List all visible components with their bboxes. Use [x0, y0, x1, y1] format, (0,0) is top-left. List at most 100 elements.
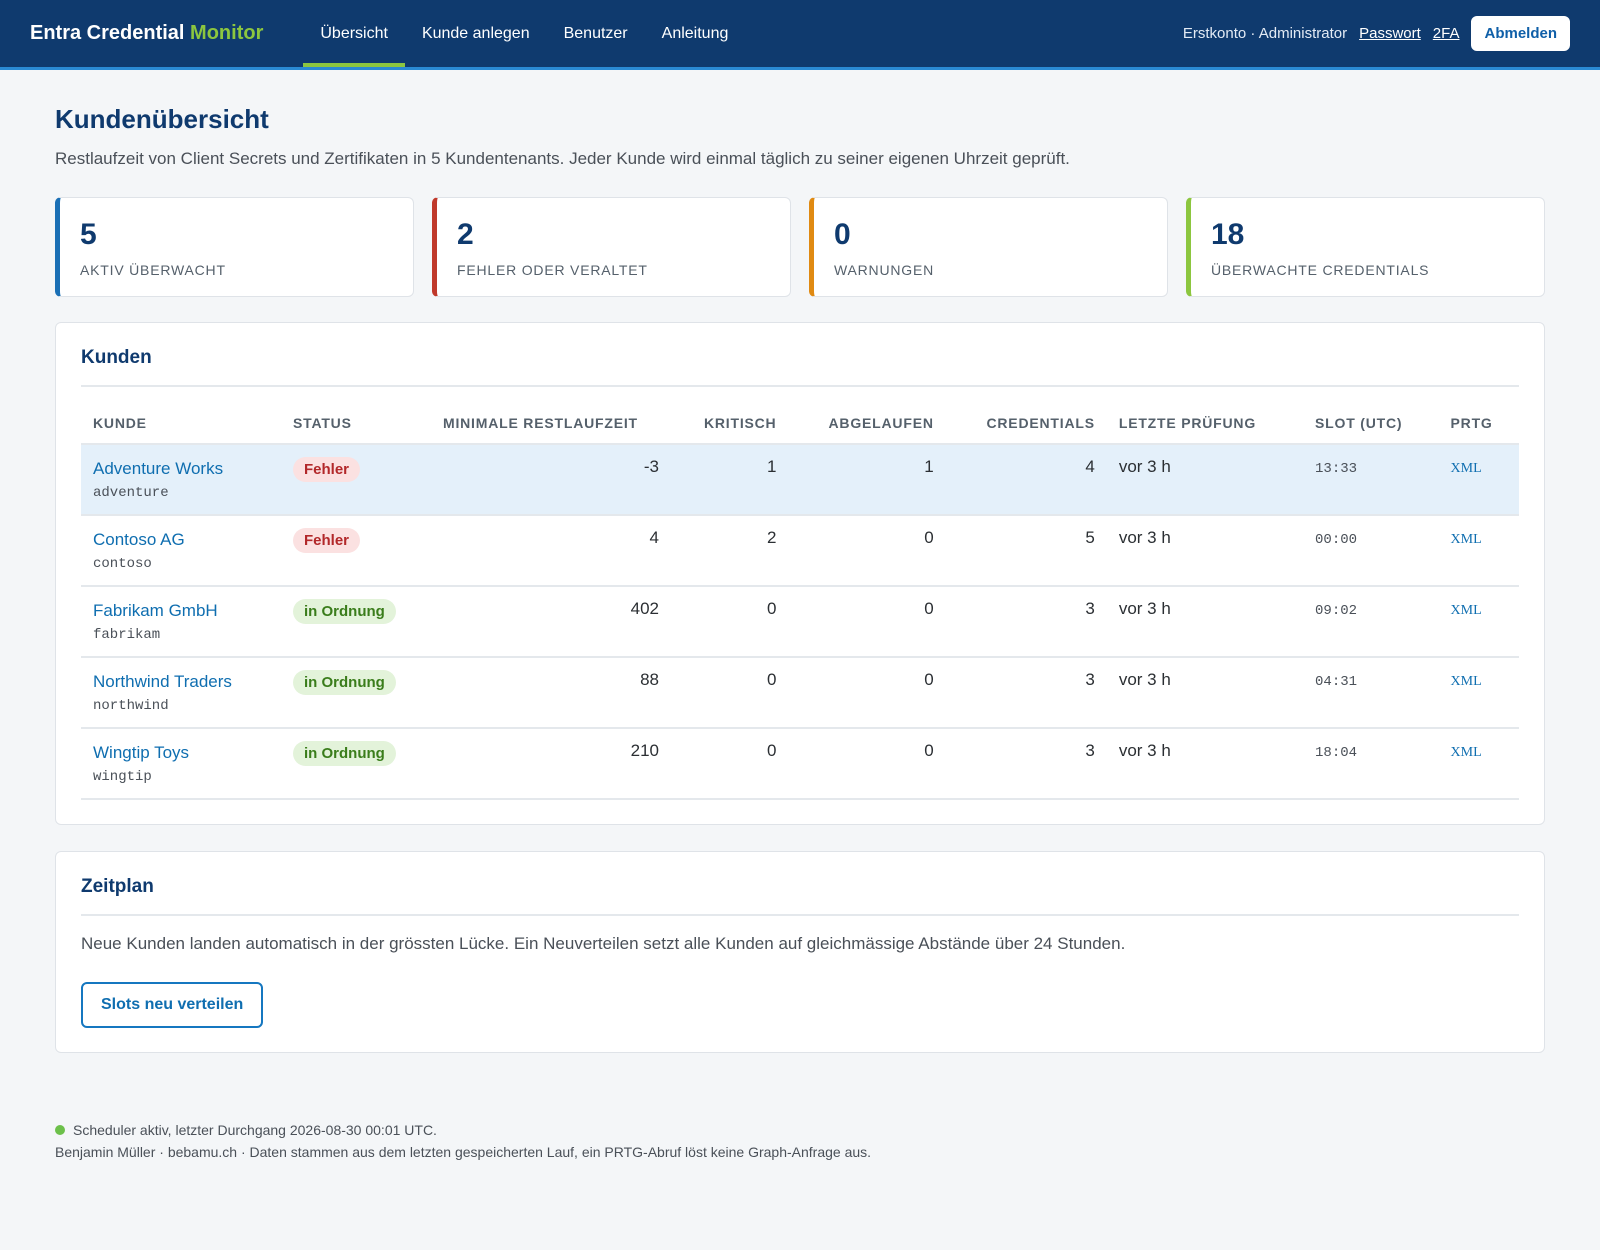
- prtg-xml-link[interactable]: XML: [1450, 532, 1482, 547]
- brand-accent: Monitor: [190, 22, 264, 44]
- main-content: Kundenübersicht Restlaufzeit von Client …: [0, 70, 1600, 1163]
- slot-time: 00:00: [1315, 532, 1358, 548]
- col-expired: ABGELAUFEN: [788, 401, 946, 445]
- schedule-title: Zeitplan: [81, 876, 1519, 916]
- cell-critical: 2: [671, 515, 789, 587]
- cell-credentials: 3: [945, 728, 1107, 800]
- stat-active-monitored: 5 AKTIV ÜBERWACHT: [55, 197, 414, 297]
- page-title: Kundenübersicht: [55, 104, 269, 134]
- cell-expired: 0: [788, 728, 946, 800]
- cell-last-check: vor 3 h: [1106, 444, 1304, 516]
- col-critical: KRITISCH: [671, 401, 789, 445]
- col-prtg: PRTG: [1438, 401, 1519, 445]
- slot-time: 04:31: [1315, 674, 1358, 690]
- cell-expired: 0: [788, 586, 946, 658]
- col-slot: SLOT (UTC): [1303, 401, 1439, 445]
- cell-critical: 0: [671, 728, 789, 800]
- customer-link[interactable]: Fabrikam GmbH: [93, 601, 218, 620]
- account-area: Erstkonto · Administrator Passwort 2FA A…: [1183, 16, 1570, 51]
- cell-slot: 09:02: [1303, 586, 1439, 658]
- cell-slot: 04:31: [1303, 657, 1439, 729]
- prtg-xml-link[interactable]: XML: [1450, 461, 1482, 476]
- customers-card: Kunden KUNDE STATUS MINIMALE RESTLAUFZEI…: [55, 322, 1545, 825]
- stat-label: FEHLER ODER VERALTET: [457, 262, 648, 278]
- stat-errors-outdated: 2 FEHLER ODER VERALTET: [432, 197, 791, 297]
- prtg-xml-link[interactable]: XML: [1450, 603, 1482, 618]
- customer-link[interactable]: Wingtip Toys: [93, 743, 190, 762]
- stat-label: WARNUNGEN: [834, 262, 935, 278]
- customer-id: contoso: [93, 556, 152, 572]
- cell-min-remaining: 402: [431, 586, 671, 658]
- footer: Scheduler aktiv, letzter Durchgang 2026-…: [55, 1119, 1545, 1163]
- cell-customer: Fabrikam GmbH fabrikam: [81, 586, 281, 658]
- col-status: STATUS: [281, 401, 431, 445]
- slot-time: 18:04: [1315, 745, 1358, 761]
- brand-main: Entra Credential: [30, 22, 185, 44]
- cell-expired: 1: [788, 444, 946, 516]
- cell-min-remaining: -3: [431, 444, 671, 516]
- twofa-link[interactable]: 2FA: [1432, 25, 1460, 42]
- cell-slot: 00:00: [1303, 515, 1439, 587]
- customer-link[interactable]: Adventure Works: [93, 459, 224, 478]
- table-row[interactable]: Contoso AG contoso Fehler 4 2 0 5 vor 3 h 00:00 X…: [81, 515, 1519, 587]
- cell-critical: 1: [671, 444, 789, 516]
- cell-expired: 0: [788, 657, 946, 729]
- cell-prtg: XML: [1438, 657, 1519, 729]
- logout-button[interactable]: Abmelden: [1471, 16, 1570, 51]
- nav-guide[interactable]: Anleitung: [661, 24, 729, 42]
- nav-add-customer[interactable]: Kunde anlegen: [421, 24, 530, 42]
- table-row[interactable]: Fabrikam GmbH fabrikam in Ordnung 402 0 0 3 vor…: [81, 586, 1519, 658]
- status-badge: in Ordnung: [293, 741, 396, 766]
- customer-link[interactable]: Northwind Traders: [93, 672, 232, 691]
- cell-critical: 0: [671, 657, 789, 729]
- prtg-xml-link[interactable]: XML: [1450, 674, 1482, 689]
- nav-users[interactable]: Benutzer: [563, 24, 628, 42]
- table-header-row: KUNDE STATUS MINIMALE RESTLAUFZEIT KRITI…: [81, 401, 1519, 445]
- cell-slot: 13:33: [1303, 444, 1439, 516]
- cell-credentials: 4: [945, 444, 1107, 516]
- cell-prtg: XML: [1438, 728, 1519, 800]
- cell-status: Fehler: [281, 515, 431, 587]
- cell-last-check: vor 3 h: [1106, 515, 1304, 587]
- scheduler-status: Scheduler aktiv, letzter Durchgang 2026-…: [55, 1119, 1545, 1141]
- table-row[interactable]: Wingtip Toys wingtip in Ordnung 210 0 0 3 vor 3…: [81, 728, 1519, 800]
- cell-status: in Ordnung: [281, 657, 431, 729]
- cell-customer: Adventure Works adventure: [81, 444, 281, 516]
- status-dot-icon: [55, 1125, 65, 1135]
- prtg-xml-link[interactable]: XML: [1450, 745, 1482, 760]
- cell-status: Fehler: [281, 444, 431, 516]
- cell-status: in Ordnung: [281, 728, 431, 800]
- customers-title: Kunden: [81, 347, 1519, 387]
- stat-value: 5: [80, 218, 97, 251]
- cell-customer: Northwind Traders northwind: [81, 657, 281, 729]
- status-badge: Fehler: [293, 457, 361, 482]
- schedule-card: Zeitplan Neue Kunden landen automatisch …: [55, 851, 1545, 1053]
- cell-credentials: 3: [945, 657, 1107, 729]
- app-logo[interactable]: Entra Credential Monitor: [30, 22, 263, 45]
- cell-status: in Ordnung: [281, 586, 431, 658]
- table-row[interactable]: Northwind Traders northwind in Ordnung 88 0 0…: [81, 657, 1519, 729]
- cell-last-check: vor 3 h: [1106, 657, 1304, 729]
- stat-warnings: 0 WARNUNGEN: [809, 197, 1168, 297]
- password-link[interactable]: Passwort: [1359, 25, 1421, 42]
- stat-label: AKTIV ÜBERWACHT: [80, 262, 226, 278]
- customer-id: fabrikam: [93, 627, 161, 643]
- slot-time: 13:33: [1315, 461, 1358, 477]
- col-credentials: CREDENTIALS: [945, 401, 1107, 445]
- cell-prtg: XML: [1438, 444, 1519, 516]
- customer-link[interactable]: Contoso AG: [93, 530, 185, 549]
- status-badge: in Ordnung: [293, 599, 396, 624]
- redistribute-slots-button[interactable]: Slots neu verteilen: [81, 982, 264, 1028]
- stat-monitored-credentials: 18 ÜBERWACHTE CREDENTIALS: [1186, 197, 1545, 297]
- stat-label: ÜBERWACHTE CREDENTIALS: [1211, 262, 1430, 278]
- cell-customer: Contoso AG contoso: [81, 515, 281, 587]
- stat-value: 2: [457, 218, 474, 251]
- col-min-remaining: MINIMALE RESTLAUFZEIT: [431, 401, 671, 445]
- nav-overview[interactable]: Übersicht: [303, 0, 405, 67]
- table-row[interactable]: Adventure Works adventure Fehler -3 1 1 4 vor 3…: [81, 444, 1519, 516]
- cell-last-check: vor 3 h: [1106, 586, 1304, 658]
- account-info: Erstkonto · Administrator: [1182, 25, 1348, 42]
- top-navigation-bar: Entra Credential Monitor Übersicht Kunde…: [0, 0, 1600, 70]
- main-nav: Übersicht Kunde anlegen Benutzer Anleitu…: [303, 0, 745, 67]
- customer-id: wingtip: [93, 769, 152, 785]
